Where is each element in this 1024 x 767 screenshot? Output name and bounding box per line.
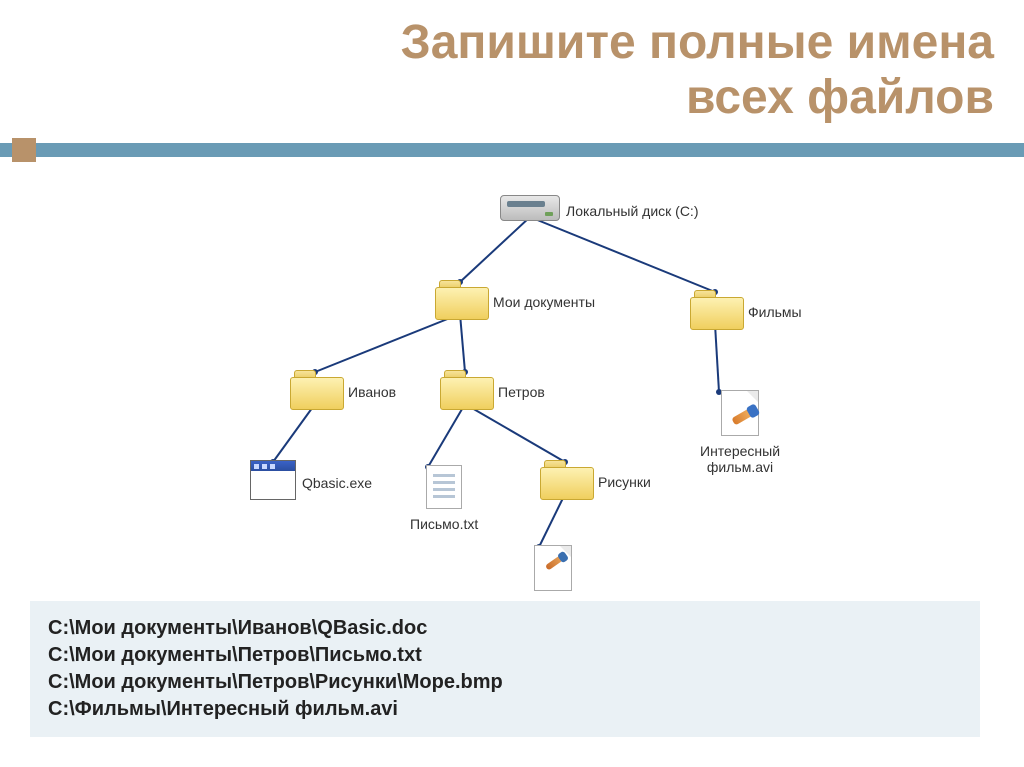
node-label: Иванов [348, 384, 396, 400]
node-label: Письмо.txt [410, 516, 478, 532]
tree-node-qbasic: Qbasic.exe [250, 460, 296, 505]
tree-node-petrov: Петров [440, 370, 492, 413]
folder-icon [690, 290, 742, 328]
tree-node-ivanov: Иванов [290, 370, 342, 413]
path-entry: C:\Мои документы\Иванов\QBasic.doc [48, 615, 962, 642]
tree-node-avi: Интересныйфильм.avi [700, 390, 780, 475]
paths-list: C:\Мои документы\Иванов\QBasic.docC:\Мои… [30, 601, 980, 737]
folder-icon [435, 280, 487, 318]
disk-icon [500, 195, 560, 221]
accent-bar [0, 143, 1024, 157]
node-label: Интересныйфильм.avi [700, 443, 780, 475]
tree-node-pics: Рисунки [540, 460, 592, 503]
slide-title: Запишите полные имена всех файлов [401, 15, 994, 125]
node-label: Qbasic.exe [302, 475, 372, 491]
node-label: Петров [498, 384, 545, 400]
tree-node-films: Фильмы [690, 290, 742, 333]
node-label: Локальный диск (C:) [566, 203, 699, 219]
title-line-1: Запишите полные имена [401, 15, 994, 70]
tree-node-root: Локальный диск (C:) [500, 195, 560, 226]
node-label: Фильмы [748, 304, 802, 320]
text-file-icon [426, 465, 462, 509]
application-icon [250, 460, 296, 500]
tree-node-docs: Мои документы [435, 280, 487, 323]
folder-icon [540, 460, 592, 498]
node-label: Рисунки [598, 474, 651, 490]
path-entry: C:\Мои документы\Петров\Рисунки\Море.bmp [48, 669, 962, 696]
accent-square [12, 138, 36, 162]
file-tree-diagram: Локальный диск (C:) Мои документы Фильмы Ив… [0, 175, 1024, 615]
folder-icon [290, 370, 342, 408]
title-line-2: всех файлов [401, 70, 994, 125]
tree-node-letter: Письмо.txt [410, 465, 478, 532]
folder-icon [440, 370, 492, 408]
path-entry: C:\Мои документы\Петров\Письмо.txt [48, 642, 962, 669]
video-file-icon [721, 390, 759, 436]
image-file-icon [534, 545, 572, 591]
path-entry: C:\Фильмы\Интересный фильм.avi [48, 696, 962, 723]
node-label: Мои документы [493, 294, 595, 310]
